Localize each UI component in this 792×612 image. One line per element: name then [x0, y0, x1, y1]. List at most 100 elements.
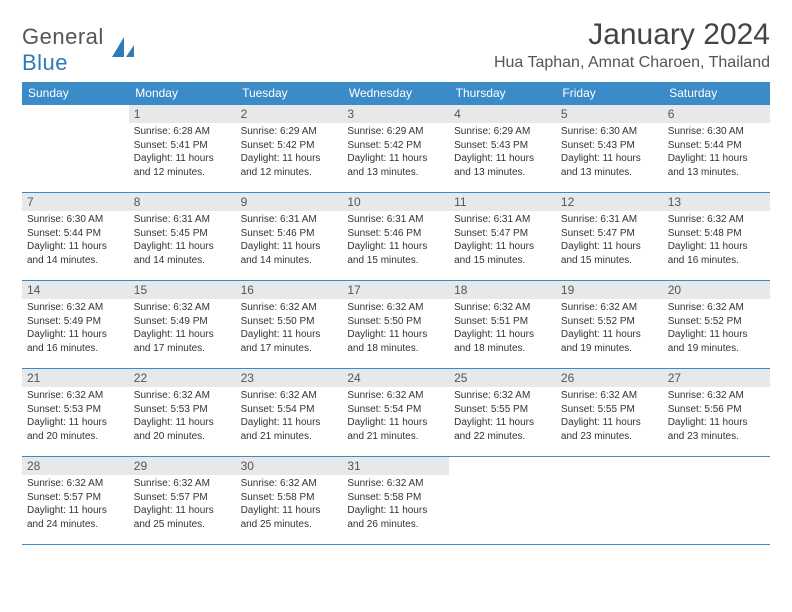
- sunset-text: Sunset: 5:58 PM: [241, 491, 338, 505]
- sunset-text: Sunset: 5:47 PM: [454, 227, 551, 241]
- sunrise-text: Sunrise: 6:29 AM: [347, 125, 444, 139]
- sunrise-text: Sunrise: 6:32 AM: [27, 477, 124, 491]
- sunset-text: Sunset: 5:46 PM: [241, 227, 338, 241]
- day-body: Sunrise: 6:32 AMSunset: 5:50 PMDaylight:…: [236, 299, 343, 359]
- calendar-cell: 13Sunrise: 6:32 AMSunset: 5:48 PMDayligh…: [663, 193, 770, 281]
- sunrise-text: Sunrise: 6:32 AM: [134, 477, 231, 491]
- weekday-header-row: SundayMondayTuesdayWednesdayThursdayFrid…: [22, 82, 770, 105]
- calendar-cell: 21Sunrise: 6:32 AMSunset: 5:53 PMDayligh…: [22, 369, 129, 457]
- header: General Blue January 2024 Hua Taphan, Am…: [22, 18, 770, 76]
- calendar-cell: 23Sunrise: 6:32 AMSunset: 5:54 PMDayligh…: [236, 369, 343, 457]
- daylight-text: Daylight: 11 hours and 14 minutes.: [241, 240, 338, 267]
- day-number: 1: [129, 105, 236, 123]
- day-number: 14: [22, 281, 129, 299]
- day-body: Sunrise: 6:29 AMSunset: 5:42 PMDaylight:…: [342, 123, 449, 183]
- sunrise-text: Sunrise: 6:32 AM: [27, 389, 124, 403]
- sunset-text: Sunset: 5:49 PM: [27, 315, 124, 329]
- day-number: 15: [129, 281, 236, 299]
- day-body: Sunrise: 6:32 AMSunset: 5:58 PMDaylight:…: [236, 475, 343, 535]
- calendar-cell: 19Sunrise: 6:32 AMSunset: 5:52 PMDayligh…: [556, 281, 663, 369]
- daylight-text: Daylight: 11 hours and 17 minutes.: [241, 328, 338, 355]
- daylight-text: Daylight: 11 hours and 14 minutes.: [134, 240, 231, 267]
- daylight-text: Daylight: 11 hours and 23 minutes.: [668, 416, 765, 443]
- calendar-row: 14Sunrise: 6:32 AMSunset: 5:49 PMDayligh…: [22, 281, 770, 369]
- logo-text-1: General: [22, 24, 104, 49]
- daylight-text: Daylight: 11 hours and 15 minutes.: [347, 240, 444, 267]
- day-number: 23: [236, 369, 343, 387]
- sunset-text: Sunset: 5:57 PM: [27, 491, 124, 505]
- sunrise-text: Sunrise: 6:32 AM: [454, 389, 551, 403]
- day-number: 3: [342, 105, 449, 123]
- day-number: 9: [236, 193, 343, 211]
- day-body: Sunrise: 6:32 AMSunset: 5:52 PMDaylight:…: [663, 299, 770, 359]
- day-number: 11: [449, 193, 556, 211]
- sunset-text: Sunset: 5:55 PM: [454, 403, 551, 417]
- day-body: Sunrise: 6:32 AMSunset: 5:54 PMDaylight:…: [342, 387, 449, 447]
- day-number: 19: [556, 281, 663, 299]
- day-number: 5: [556, 105, 663, 123]
- sunrise-text: Sunrise: 6:31 AM: [454, 213, 551, 227]
- sunrise-text: Sunrise: 6:32 AM: [668, 213, 765, 227]
- day-number: 18: [449, 281, 556, 299]
- day-body: Sunrise: 6:32 AMSunset: 5:53 PMDaylight:…: [129, 387, 236, 447]
- calendar-row: 7Sunrise: 6:30 AMSunset: 5:44 PMDaylight…: [22, 193, 770, 281]
- sunset-text: Sunset: 5:56 PM: [668, 403, 765, 417]
- day-number: 10: [342, 193, 449, 211]
- sunrise-text: Sunrise: 6:31 AM: [241, 213, 338, 227]
- calendar-cell: 22Sunrise: 6:32 AMSunset: 5:53 PMDayligh…: [129, 369, 236, 457]
- day-body: Sunrise: 6:32 AMSunset: 5:48 PMDaylight:…: [663, 211, 770, 271]
- day-number: 31: [342, 457, 449, 475]
- sunset-text: Sunset: 5:42 PM: [241, 139, 338, 153]
- sunset-text: Sunset: 5:46 PM: [347, 227, 444, 241]
- sunset-text: Sunset: 5:48 PM: [668, 227, 765, 241]
- day-number: 13: [663, 193, 770, 211]
- sunset-text: Sunset: 5:43 PM: [454, 139, 551, 153]
- calendar-cell: .: [663, 457, 770, 545]
- sunrise-text: Sunrise: 6:32 AM: [347, 389, 444, 403]
- daylight-text: Daylight: 11 hours and 16 minutes.: [668, 240, 765, 267]
- calendar-cell: 6Sunrise: 6:30 AMSunset: 5:44 PMDaylight…: [663, 105, 770, 193]
- day-number: 28: [22, 457, 129, 475]
- calendar-cell: 29Sunrise: 6:32 AMSunset: 5:57 PMDayligh…: [129, 457, 236, 545]
- sunrise-text: Sunrise: 6:30 AM: [27, 213, 124, 227]
- day-body: Sunrise: 6:31 AMSunset: 5:46 PMDaylight:…: [236, 211, 343, 271]
- daylight-text: Daylight: 11 hours and 17 minutes.: [134, 328, 231, 355]
- day-number: 22: [129, 369, 236, 387]
- day-body: Sunrise: 6:32 AMSunset: 5:51 PMDaylight:…: [449, 299, 556, 359]
- weekday-header: Tuesday: [236, 82, 343, 105]
- sunrise-text: Sunrise: 6:32 AM: [454, 301, 551, 315]
- daylight-text: Daylight: 11 hours and 15 minutes.: [561, 240, 658, 267]
- calendar-cell: .: [22, 105, 129, 193]
- day-body: Sunrise: 6:32 AMSunset: 5:57 PMDaylight:…: [22, 475, 129, 535]
- weekday-header: Monday: [129, 82, 236, 105]
- daylight-text: Daylight: 11 hours and 18 minutes.: [347, 328, 444, 355]
- day-number: 29: [129, 457, 236, 475]
- sunset-text: Sunset: 5:41 PM: [134, 139, 231, 153]
- calendar-cell: 10Sunrise: 6:31 AMSunset: 5:46 PMDayligh…: [342, 193, 449, 281]
- day-number: 20: [663, 281, 770, 299]
- daylight-text: Daylight: 11 hours and 12 minutes.: [241, 152, 338, 179]
- day-body: Sunrise: 6:32 AMSunset: 5:55 PMDaylight:…: [556, 387, 663, 447]
- sunset-text: Sunset: 5:55 PM: [561, 403, 658, 417]
- sunrise-text: Sunrise: 6:29 AM: [454, 125, 551, 139]
- calendar-cell: .: [449, 457, 556, 545]
- day-number: 8: [129, 193, 236, 211]
- day-number: 30: [236, 457, 343, 475]
- sunset-text: Sunset: 5:44 PM: [27, 227, 124, 241]
- daylight-text: Daylight: 11 hours and 26 minutes.: [347, 504, 444, 531]
- sunrise-text: Sunrise: 6:31 AM: [347, 213, 444, 227]
- calendar-cell: 31Sunrise: 6:32 AMSunset: 5:58 PMDayligh…: [342, 457, 449, 545]
- calendar-cell: 27Sunrise: 6:32 AMSunset: 5:56 PMDayligh…: [663, 369, 770, 457]
- sunset-text: Sunset: 5:51 PM: [454, 315, 551, 329]
- day-number: 16: [236, 281, 343, 299]
- calendar-cell: 4Sunrise: 6:29 AMSunset: 5:43 PMDaylight…: [449, 105, 556, 193]
- calendar-cell: 11Sunrise: 6:31 AMSunset: 5:47 PMDayligh…: [449, 193, 556, 281]
- sunset-text: Sunset: 5:45 PM: [134, 227, 231, 241]
- sunrise-text: Sunrise: 6:32 AM: [561, 301, 658, 315]
- sunrise-text: Sunrise: 6:32 AM: [347, 477, 444, 491]
- daylight-text: Daylight: 11 hours and 21 minutes.: [347, 416, 444, 443]
- day-body: Sunrise: 6:31 AMSunset: 5:46 PMDaylight:…: [342, 211, 449, 271]
- sunset-text: Sunset: 5:49 PM: [134, 315, 231, 329]
- sunrise-text: Sunrise: 6:32 AM: [668, 301, 765, 315]
- sunrise-text: Sunrise: 6:31 AM: [134, 213, 231, 227]
